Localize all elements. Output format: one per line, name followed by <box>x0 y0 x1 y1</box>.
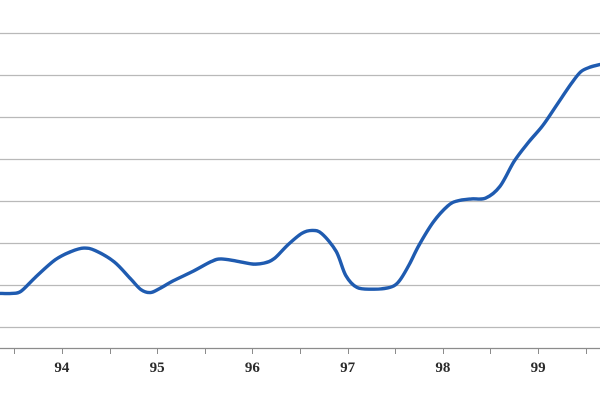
x-axis-tick-labels: 94 95 96 97 98 99 <box>54 360 545 376</box>
x-tick-label-99: 99 <box>531 360 546 376</box>
x-tick-label-96: 96 <box>245 360 261 376</box>
y-gridlines <box>0 32 600 329</box>
x-tick-label-97: 97 <box>340 360 356 376</box>
series-line-1 <box>0 62 600 296</box>
series-group <box>0 62 600 296</box>
x-tick-label-98: 98 <box>435 360 450 376</box>
x-tick-label-94: 94 <box>54 360 70 376</box>
x-axis-ticks <box>14 348 587 354</box>
x-tick-label-95: 95 <box>150 360 165 376</box>
